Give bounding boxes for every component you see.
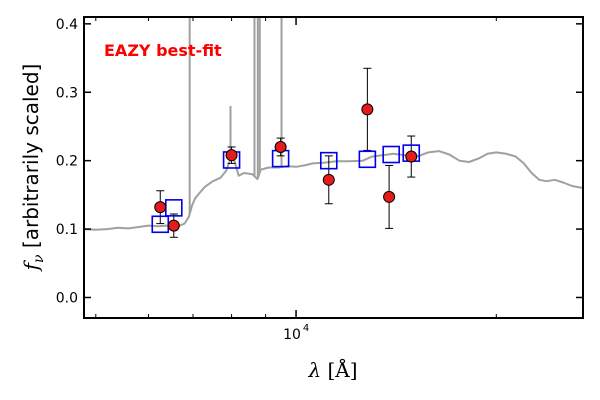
observed-point bbox=[405, 150, 418, 163]
tick-label-layer: 0.0 0.1 0.2 0.3 0.4 10 4 bbox=[56, 17, 309, 343]
observed-point bbox=[361, 103, 374, 116]
y-axis-label: fν [arbitrarily scaled] bbox=[19, 64, 47, 273]
model-square bbox=[319, 151, 338, 170]
spectrum-line bbox=[84, 150, 583, 231]
observed-point bbox=[154, 201, 167, 214]
svg-text:fν [arbitrarily scaled]: fν [arbitrarily scaled] bbox=[19, 64, 47, 273]
x-tick-label: 10 bbox=[283, 327, 301, 343]
y-tick-label: 0.0 bbox=[56, 290, 78, 306]
x-tick-label-exponent: 4 bbox=[303, 323, 309, 334]
observed-point bbox=[274, 140, 287, 153]
observed-point bbox=[322, 173, 335, 186]
model-square bbox=[358, 150, 377, 169]
model-square bbox=[382, 145, 400, 164]
y-tick-label: 0.1 bbox=[56, 222, 78, 238]
y-tick-label: 0.3 bbox=[56, 85, 78, 101]
observed-point bbox=[167, 219, 180, 232]
y-tick-label: 0.2 bbox=[56, 154, 78, 170]
observed-point bbox=[225, 149, 238, 162]
observed-circle-layer bbox=[154, 103, 418, 232]
y-tick-label: 0.4 bbox=[56, 17, 78, 33]
x-axis-label: λ [Å] bbox=[307, 357, 357, 382]
observed-point bbox=[383, 190, 396, 203]
plot-frame bbox=[83, 16, 584, 319]
annotation-eazy: EAZY best-fit bbox=[104, 41, 222, 60]
